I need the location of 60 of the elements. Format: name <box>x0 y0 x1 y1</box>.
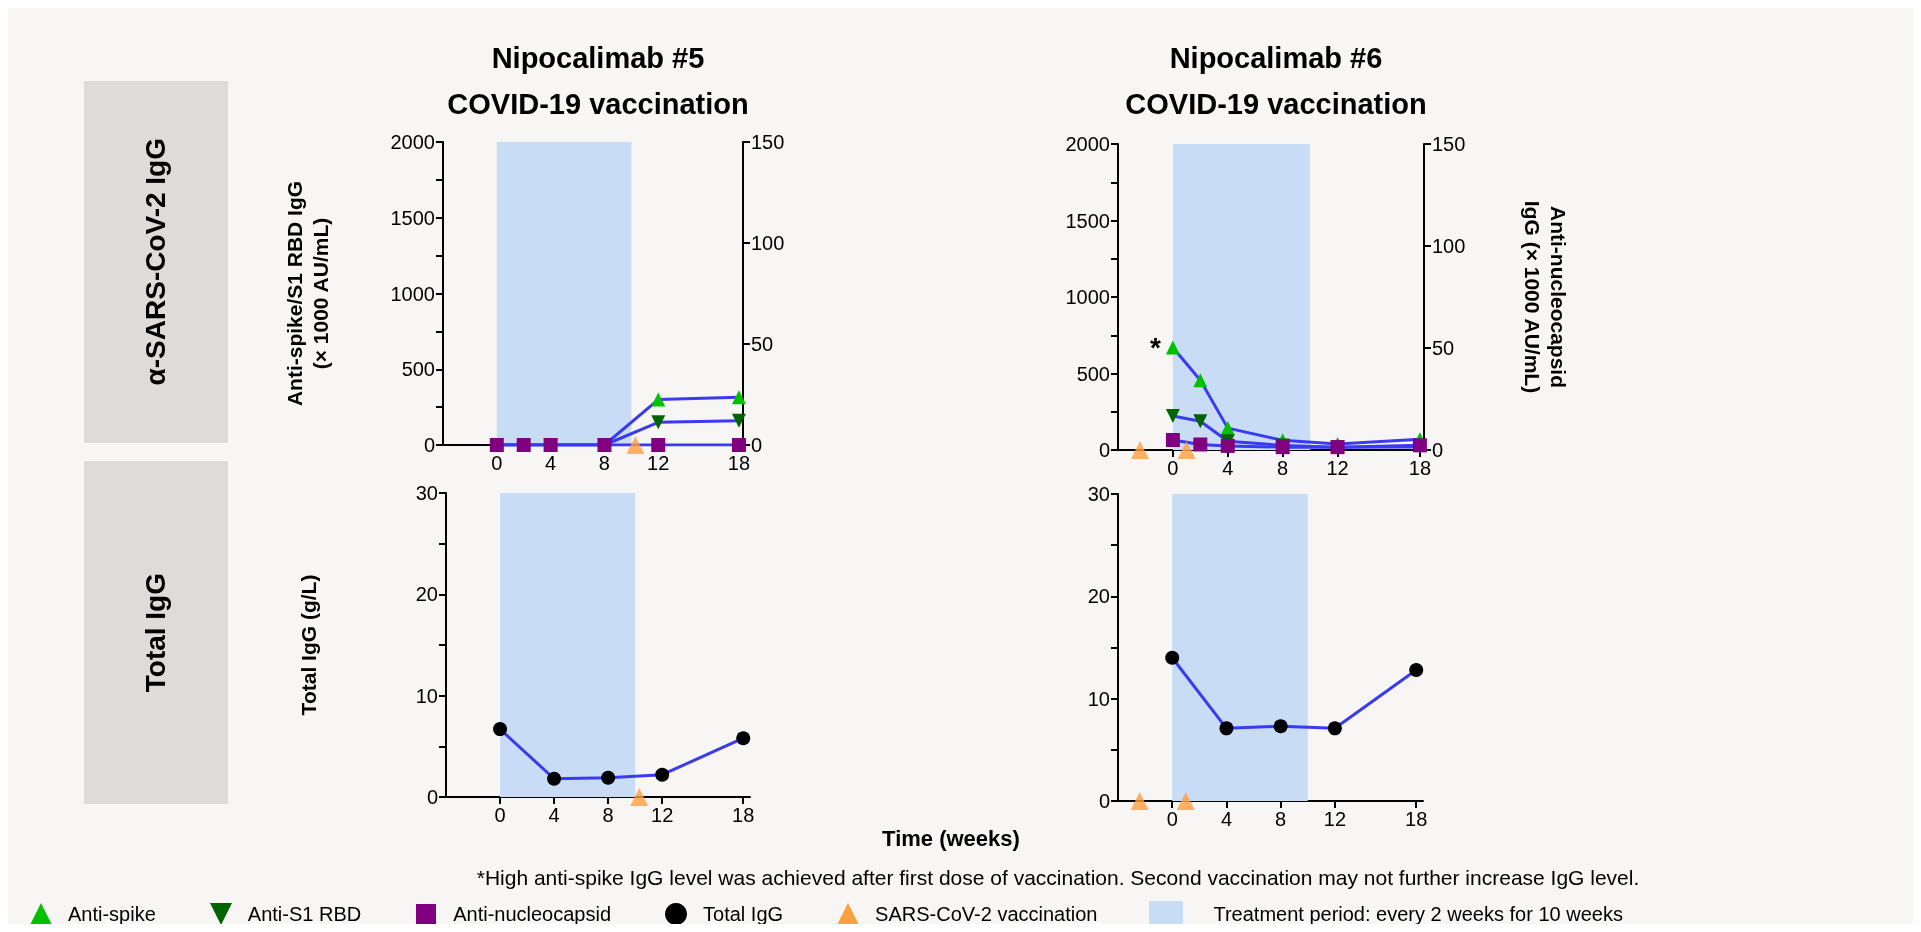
text: α-SARS-CoV-2 IgG <box>140 138 172 386</box>
y-tick-label: 20 <box>1087 585 1110 608</box>
x-tick-label: 18 <box>727 452 751 474</box>
x-tick-label: 12 <box>651 804 674 826</box>
x-tick-label: 12 <box>647 452 670 474</box>
legend-label: Treatment period: every 2 weeks for 10 weeks <box>1213 902 1623 926</box>
text: *High anti-spike IgG level was achieved after first dose of vaccination. Second vaccination may not further increase IgG level. <box>475 866 1641 890</box>
x-tick-label: 8 <box>602 804 614 826</box>
legend-label: Anti-spike <box>68 902 156 926</box>
y-tick-label: 30 <box>1087 483 1110 505</box>
y-axis-title: Total IgG (g/L) <box>296 574 320 716</box>
y2-tick-label: 150 <box>1432 133 1466 155</box>
x-tick-label: 4 <box>548 804 560 826</box>
y2-tick-label: 50 <box>1432 337 1455 359</box>
y-tick-label: 2000 <box>390 131 435 153</box>
x-axis-title: Time (weeks) <box>881 826 1021 852</box>
x-tick-label: 4 <box>1220 808 1233 830</box>
annotation: * <box>1149 331 1161 363</box>
x-tick-label: 0 <box>1166 808 1178 830</box>
x-tick-label: 4 <box>1222 457 1234 479</box>
y2-tick-label: 150 <box>751 131 785 153</box>
y-tick-label: 0 <box>426 786 438 808</box>
y2-tick-label: 50 <box>751 333 774 355</box>
x-tick-label: 0 <box>491 452 503 474</box>
x-tick-label: 0 <box>494 804 506 826</box>
chart-title: Nipocalimab #6 COVID-19 vaccination <box>1125 42 1427 120</box>
y2-tick-label: 100 <box>1432 235 1466 257</box>
y2-tick-label: 0 <box>751 434 763 456</box>
y-tick-label: 1500 <box>1065 209 1110 232</box>
y-tick-label: 1500 <box>390 206 435 229</box>
y-tick-label: 0 <box>1098 790 1110 812</box>
y-tick-label: 10 <box>1087 687 1110 710</box>
y-axis-title: Anti-spike/S1 RBD IgG (× 1000 AU/mL) <box>282 180 332 407</box>
y-tick-label: 20 <box>415 583 438 606</box>
legend-label: Anti-S1 RBD <box>247 902 362 926</box>
x-tick-label: 12 <box>1326 457 1349 479</box>
x-tick-label: 8 <box>1277 457 1289 479</box>
y-tick-label: 500 <box>401 358 435 381</box>
legend-label: Anti-nucleocapsid <box>453 902 612 926</box>
y-tick-label: 0 <box>423 434 435 456</box>
y-tick-label: 500 <box>1076 362 1110 385</box>
x-tick-label: 8 <box>1275 808 1287 830</box>
y-tick-label: 2000 <box>1065 133 1110 155</box>
y-tick-label: 10 <box>415 684 438 707</box>
x-tick-label: 0 <box>1167 457 1179 479</box>
y-tick-label: 1000 <box>390 282 435 305</box>
y2-tick-label: 100 <box>751 232 785 254</box>
y-tick-label: 30 <box>415 482 438 504</box>
text: Total IgG <box>140 572 172 693</box>
x-tick-label: 4 <box>545 452 557 474</box>
x-tick-label: 18 <box>732 804 755 826</box>
legend-label: Total IgG <box>703 902 784 926</box>
legend-label: SARS-CoV-2 vaccination <box>875 902 1098 926</box>
x-tick-label: 18 <box>1408 457 1432 479</box>
chart-title: Nipocalimab #5 COVID-19 vaccination <box>447 42 749 120</box>
y-tick-label: 1000 <box>1065 286 1110 308</box>
x-tick-label: 8 <box>598 452 610 474</box>
y2-axis-title: Anti-nucleocapsid IgG (× 1000 AU/mL) <box>1520 200 1570 394</box>
x-tick-label: 18 <box>1405 808 1428 830</box>
x-tick-label: 12 <box>1323 808 1347 830</box>
